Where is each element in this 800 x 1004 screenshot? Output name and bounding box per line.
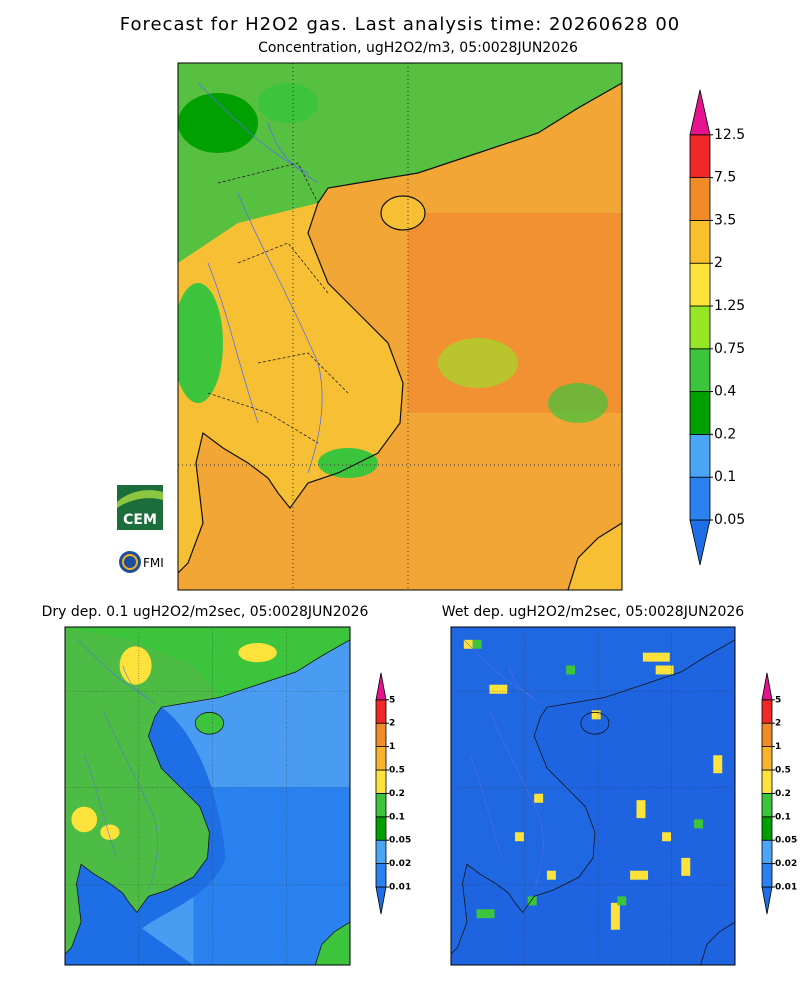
colorbar-box <box>689 433 711 478</box>
colorbar-box <box>375 816 387 841</box>
colorbar-label: 0.5 <box>775 766 791 776</box>
dry-dep-map <box>65 627 351 966</box>
colorbar-box <box>689 177 711 221</box>
colorbar-label: 7.5 <box>714 170 736 186</box>
colorbar-label: 0.02 <box>389 859 411 869</box>
colorbar-label: 5 <box>775 695 781 705</box>
logo-text: FMI <box>143 556 164 570</box>
colorbar-label: 2 <box>714 255 723 271</box>
colorbar-box <box>761 722 773 748</box>
colorbar-label: 0.4 <box>714 384 736 400</box>
colorbar-label: 0.75 <box>714 341 745 357</box>
colorbar-box <box>375 793 387 818</box>
colorbar-triangle <box>689 519 711 566</box>
colorbar-box <box>761 863 773 888</box>
colorbar-box <box>761 699 773 724</box>
colorbar-triangle <box>761 672 773 701</box>
colorbar-label: 2 <box>775 719 781 729</box>
colorbar-box <box>689 219 711 264</box>
colorbar-label: 0.05 <box>714 512 745 528</box>
colorbar-label: 0.1 <box>389 812 405 822</box>
colorbar-box <box>689 305 711 350</box>
colorbar-label: 0.1 <box>775 812 791 822</box>
colorbar-box <box>375 839 387 865</box>
colorbar-box <box>375 769 387 794</box>
colorbar-label: 0.2 <box>714 426 736 442</box>
colorbar-label: 0.01 <box>389 883 411 893</box>
colorbar-label: 0.05 <box>775 836 797 846</box>
colorbar-box <box>761 793 773 818</box>
fmi-logo: FMI <box>119 551 164 573</box>
colorbar-label: 5 <box>389 695 395 705</box>
colorbar-box <box>375 863 387 888</box>
cem-logo: CEM <box>117 485 163 530</box>
colorbar-label: 3.5 <box>714 212 736 228</box>
panel-title: Concentration, ugH2O2/m3, 05:0028JUN2026 <box>258 40 578 56</box>
colorbar-box <box>375 699 387 724</box>
map-frame <box>177 62 623 591</box>
colorbar-label: 2 <box>389 719 395 729</box>
colorbar-triangle <box>375 886 387 915</box>
colorbar-box <box>689 262 711 307</box>
colorbar-box <box>761 839 773 865</box>
panel-title: Wet dep. ugH2O2/m2sec, 05:0028JUN2026 <box>442 604 744 620</box>
colorbar-label: 0.01 <box>775 883 797 893</box>
colorbar-triangle <box>689 89 711 136</box>
map-frame <box>450 626 736 966</box>
main-map <box>178 63 622 590</box>
logo-text: CEM <box>123 512 157 528</box>
wet-dep-map <box>451 627 736 966</box>
colorbar-box <box>689 134 711 179</box>
colorbar-box <box>689 391 711 435</box>
colorbar-box <box>689 476 711 521</box>
colorbar-label: 12.5 <box>714 127 745 143</box>
colorbar-label: 0.5 <box>389 766 405 776</box>
colorbar-box <box>761 769 773 794</box>
colorbar-label: 0.2 <box>775 789 791 799</box>
colorbar-label: 1 <box>775 742 781 752</box>
colorbar-label: 0.02 <box>775 859 797 869</box>
colorbar-label: 0.05 <box>389 836 411 846</box>
map-frame <box>64 626 351 966</box>
main-title: Forecast for H2O2 gas. Last analysis tim… <box>120 14 680 35</box>
colorbar-box <box>761 746 773 771</box>
panel-title: Dry dep. 0.1 ugH2O2/m2sec, 05:0028JUN202… <box>42 604 369 620</box>
colorbar-label: 1.25 <box>714 298 745 314</box>
colorbar-label: 0.2 <box>389 789 405 799</box>
colorbar-box <box>761 816 773 841</box>
colorbar-triangle <box>375 672 387 701</box>
colorbar-label: 0.1 <box>714 469 736 485</box>
colorbar-triangle <box>761 886 773 915</box>
colorbar-box <box>375 746 387 771</box>
colorbar-label: 1 <box>389 742 395 752</box>
colorbar-box <box>375 722 387 748</box>
colorbar-box <box>689 348 711 392</box>
